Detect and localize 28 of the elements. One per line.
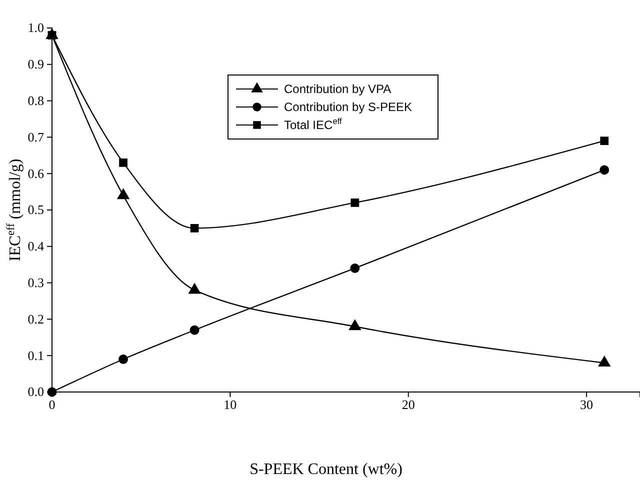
x-axis-title: S-PEEK Content (wt%) [250, 461, 402, 478]
x-tick-label: 0 [48, 397, 56, 412]
legend-label: Total IEC$^{eff}$ [284, 116, 343, 132]
y-tick-label: 0.9 [28, 56, 44, 72]
legend-label: Contribution by VPA [284, 82, 392, 96]
point [47, 387, 57, 397]
x-tick-label: 30 [580, 397, 594, 412]
point [350, 198, 360, 207]
point [600, 136, 609, 146]
x-tick-label: 10 [224, 397, 237, 412]
y-tick-label: 0.2 [28, 311, 44, 326]
y-tick-label: 0.1 [28, 348, 44, 363]
y-tick-label: 0.5 [28, 202, 44, 218]
point [119, 158, 128, 167]
x-tick-label: 20 [402, 397, 415, 412]
y-tick-label: 0.4 [28, 238, 44, 254]
point [118, 354, 128, 364]
legend-label: Contribution by S-PEEK [284, 100, 412, 114]
y-tick-label: 0.6 [28, 166, 44, 181]
point [350, 264, 360, 273]
y-tick-label: 0.0 [28, 384, 44, 400]
point [190, 224, 199, 232]
point [190, 325, 200, 335]
y-tick-label: 0.7 [28, 129, 44, 144]
point [600, 165, 610, 175]
y-tick-label: 1.0 [28, 20, 44, 36]
y-tick-label: 0.3 [28, 274, 44, 290]
y-tick-label: 0.8 [28, 92, 44, 108]
